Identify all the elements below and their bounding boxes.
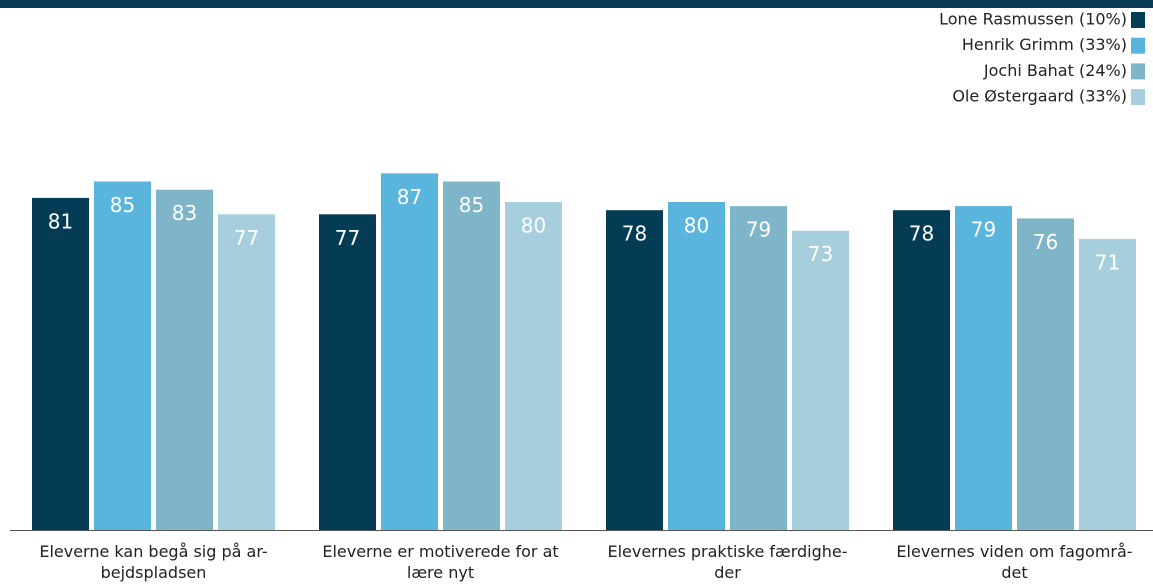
legend-label: Lone Rasmussen (10%) bbox=[939, 10, 1127, 29]
data-label: 79 bbox=[971, 218, 996, 242]
data-label: 77 bbox=[335, 226, 360, 250]
data-label: 78 bbox=[622, 222, 647, 246]
x-tick-label: Eleverne er motiverede for at lære nyt bbox=[322, 542, 559, 582]
data-label: 85 bbox=[110, 193, 135, 217]
legend-label: Ole Østergaard (33%) bbox=[952, 87, 1127, 106]
legend-swatch bbox=[1131, 37, 1145, 54]
data-label: 78 bbox=[909, 222, 934, 246]
bar bbox=[1017, 218, 1074, 530]
bar bbox=[32, 197, 89, 530]
data-label: 76 bbox=[1033, 230, 1058, 254]
header-band bbox=[0, 0, 1153, 8]
data-label: 71 bbox=[1095, 250, 1120, 274]
legend-swatch bbox=[1131, 12, 1145, 28]
bar bbox=[381, 173, 438, 531]
bar bbox=[505, 202, 562, 530]
legend-swatch bbox=[1131, 89, 1145, 106]
bar bbox=[955, 206, 1012, 530]
data-label: 77 bbox=[234, 226, 259, 250]
x-tick-label: Eleverne kan begå sig på ar- bejdspladse… bbox=[39, 542, 268, 582]
bar bbox=[443, 181, 500, 530]
x-tick-label: Elevernes praktiske færdighe- der bbox=[607, 542, 848, 582]
bar bbox=[319, 214, 376, 531]
data-label: 85 bbox=[459, 193, 484, 217]
data-label: 79 bbox=[746, 218, 771, 242]
bar bbox=[606, 210, 663, 530]
legend-swatch bbox=[1131, 63, 1145, 80]
data-label: 81 bbox=[48, 209, 73, 233]
x-tick-label: Elevernes viden om fagområ- det bbox=[896, 542, 1133, 582]
bar bbox=[792, 230, 849, 530]
data-label: 80 bbox=[684, 214, 709, 238]
legend-label: Jochi Bahat (24%) bbox=[983, 61, 1127, 80]
legend-label: Henrik Grimm (33%) bbox=[962, 35, 1127, 54]
data-label: 80 bbox=[521, 214, 546, 238]
data-label: 83 bbox=[172, 201, 197, 225]
bar bbox=[156, 189, 213, 530]
bar bbox=[668, 202, 725, 530]
bar bbox=[893, 210, 950, 530]
bar bbox=[730, 206, 787, 530]
data-label: 87 bbox=[397, 185, 422, 209]
data-label: 73 bbox=[808, 242, 833, 266]
bar bbox=[218, 214, 275, 531]
bar bbox=[94, 181, 151, 530]
bar bbox=[1079, 238, 1136, 530]
